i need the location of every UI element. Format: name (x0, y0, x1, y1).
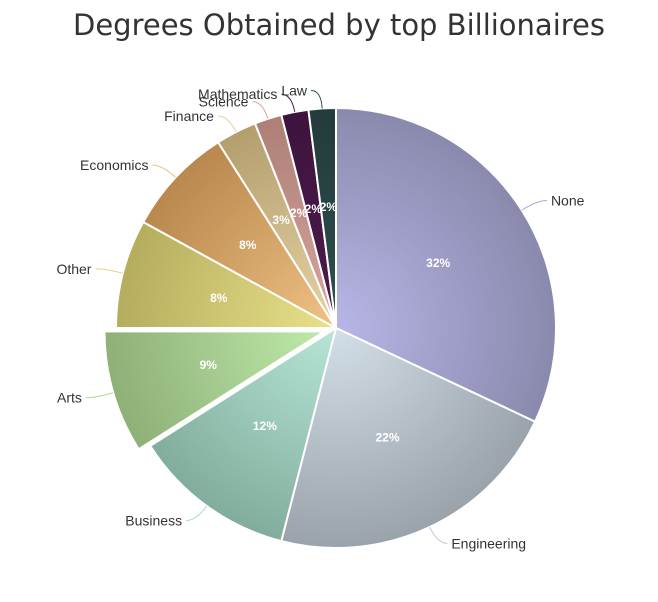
pie-slice-business[interactable] (149, 327, 337, 543)
connector-law (311, 89, 323, 109)
category-label-mathematics: Mathematics (198, 86, 277, 102)
pct-label-finance: 3% (272, 213, 290, 227)
connector-mathematics (281, 93, 296, 112)
pct-label-other: 8% (210, 291, 228, 305)
category-label-business: Business (125, 513, 182, 529)
connector-business (186, 505, 208, 522)
connector-science (252, 101, 269, 119)
connector-engineering (429, 526, 448, 544)
pct-label-economics: 8% (239, 238, 257, 252)
pct-label-arts: 9% (200, 358, 218, 372)
connector-other (95, 268, 124, 274)
pct-label-none: 32% (426, 256, 450, 270)
pct-label-engineering: 22% (376, 430, 400, 444)
pie-slice-economics[interactable] (142, 141, 337, 329)
pct-label-business: 12% (253, 419, 277, 433)
connector-none (521, 199, 547, 211)
category-label-science: Science (199, 94, 249, 110)
connector-economics (152, 164, 176, 178)
pie-slice-arts[interactable] (103, 330, 326, 451)
category-label-law: Law (281, 82, 308, 98)
category-label-finance: Finance (164, 108, 214, 124)
category-label-arts: Arts (57, 390, 82, 406)
pct-label-law: 2% (320, 200, 338, 214)
chart-title: Degrees Obtained by top Billionaires (73, 8, 605, 42)
pie-slice-law[interactable] (307, 107, 337, 329)
connector-arts (85, 392, 114, 399)
category-label-economics: Economics (80, 157, 148, 173)
pie-slice-none[interactable] (335, 107, 557, 423)
connector-finance (217, 115, 237, 133)
pct-label-mathematics: 2% (305, 202, 323, 216)
category-label-other: Other (56, 261, 91, 277)
pie-slice-other[interactable] (115, 221, 337, 329)
pie-slice-engineering[interactable] (280, 327, 537, 549)
category-label-none: None (551, 192, 585, 208)
category-label-engineering: Engineering (451, 535, 526, 551)
pct-label-science: 2% (290, 206, 308, 220)
